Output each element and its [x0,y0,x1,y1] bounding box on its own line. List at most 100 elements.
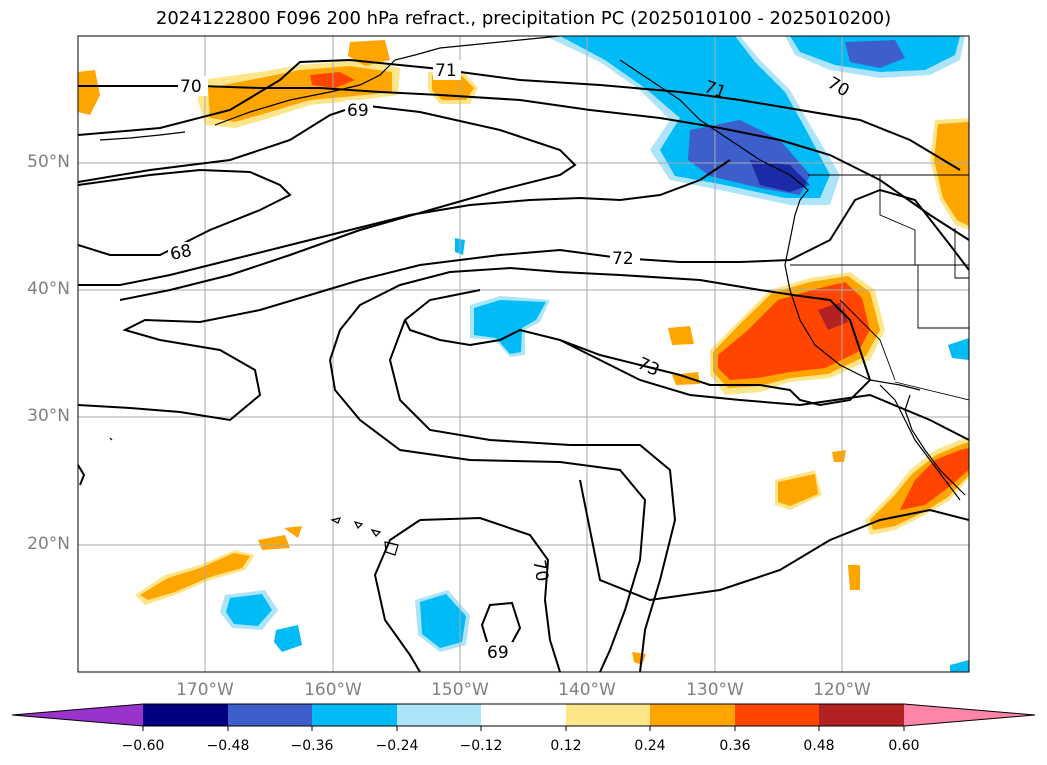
shade-region [274,625,302,652]
colorbar-segment [819,704,904,726]
contour-label: 68 [168,241,193,265]
contours [78,58,969,672]
island [353,521,364,530]
shade-region [474,300,546,354]
colorbar-label: 0.60 [888,738,920,754]
border [894,381,969,401]
label-bg [345,100,373,120]
contour-label: 70 [180,77,202,97]
lat-label-40n: 40°N [27,279,70,299]
shade-region [140,553,250,600]
contour-line [419,516,561,672]
shade-region [950,660,969,672]
shade-region [818,302,848,330]
colorbar-label: −0.36 [290,738,334,754]
shade-region [848,565,860,590]
contour-label: 70 [824,73,853,101]
shade-region [348,40,390,66]
contour-label: 70 [528,558,551,583]
colorbar-min-arrow [12,704,143,726]
colorbar-segment [735,704,819,726]
contour-label: 71 [435,61,457,81]
shade-region [750,160,810,192]
shade-region [632,652,646,665]
colorbar-segment [312,704,397,726]
lon-label-140w: 140°W [558,680,616,700]
shade-region [420,594,466,648]
contour-line [78,464,86,486]
map-title: 2024122800 F096 200 hPa refract., precip… [155,8,892,29]
lon-label-170w: 170°W [176,680,234,700]
contour-line [559,339,969,441]
label-bg [178,76,208,96]
contour-line [78,168,292,256]
contour-line [329,266,872,407]
label-bg [610,248,640,268]
island [370,529,382,537]
lat-label-50n: 50°N [27,152,70,172]
contour-line [78,103,577,301]
lon-label-150w: 150°W [431,680,489,700]
shade-region [258,535,290,550]
colorbar-segment [143,704,228,726]
colorbar-max-arrow [904,704,1035,726]
shade-region [845,40,905,68]
contour-label: 69 [487,643,509,663]
lon-label-120w: 120°W [813,680,871,700]
island [109,437,113,441]
border [839,299,896,381]
contour-line [78,159,731,286]
map-border [77,35,970,673]
contour-line [329,359,647,672]
lon-label-160w: 160°W [304,680,362,700]
shade-region [284,526,302,538]
shade-region [948,338,969,360]
border [917,265,969,329]
lat-label-30n: 30°N [27,406,70,426]
shading-layer [78,36,969,672]
label-bg [168,242,196,262]
label-bg [485,642,513,662]
colorbar-segment [566,704,650,726]
coastline [879,384,961,501]
colorbar-label: 0.24 [634,738,666,754]
colorbar-segment [397,704,481,726]
contour-label: 72 [612,249,634,269]
colorbar-label: −0.60 [121,738,165,754]
colorbar-ticks [142,726,905,731]
shade-region [900,448,969,510]
shade-region [934,122,969,226]
colorbar-label: −0.48 [206,738,250,754]
shade-region [78,70,100,115]
shade-region [226,594,272,626]
shade-region [668,326,694,345]
contour-line [388,319,677,672]
shade-region [778,474,818,506]
contour-label: 73 [634,354,662,381]
border [954,228,969,279]
colorbar-segment [650,704,735,726]
coastline [99,131,186,141]
contour-label: 69 [347,101,369,121]
shade-region [432,74,474,100]
coastline [619,59,921,391]
contour-line [78,85,969,241]
colorbar-segment [481,704,566,726]
coastline [214,36,561,126]
colorbar-label: −0.12 [459,738,503,754]
colorbar-label: 0.12 [550,738,582,754]
contour-line [373,519,421,672]
island [330,517,341,524]
colorbar-label: 0.48 [803,738,835,754]
colorbar-label: 0.36 [719,738,751,754]
label-bg [433,60,461,80]
colorbar-label: −0.24 [375,738,419,754]
contour-line [78,188,969,422]
border [879,175,916,265]
colorbar-segment [228,704,312,726]
shade-region [832,450,846,462]
lat-label-20n: 20°N [27,534,70,554]
contour-line [579,479,969,602]
contour-line [78,58,961,171]
